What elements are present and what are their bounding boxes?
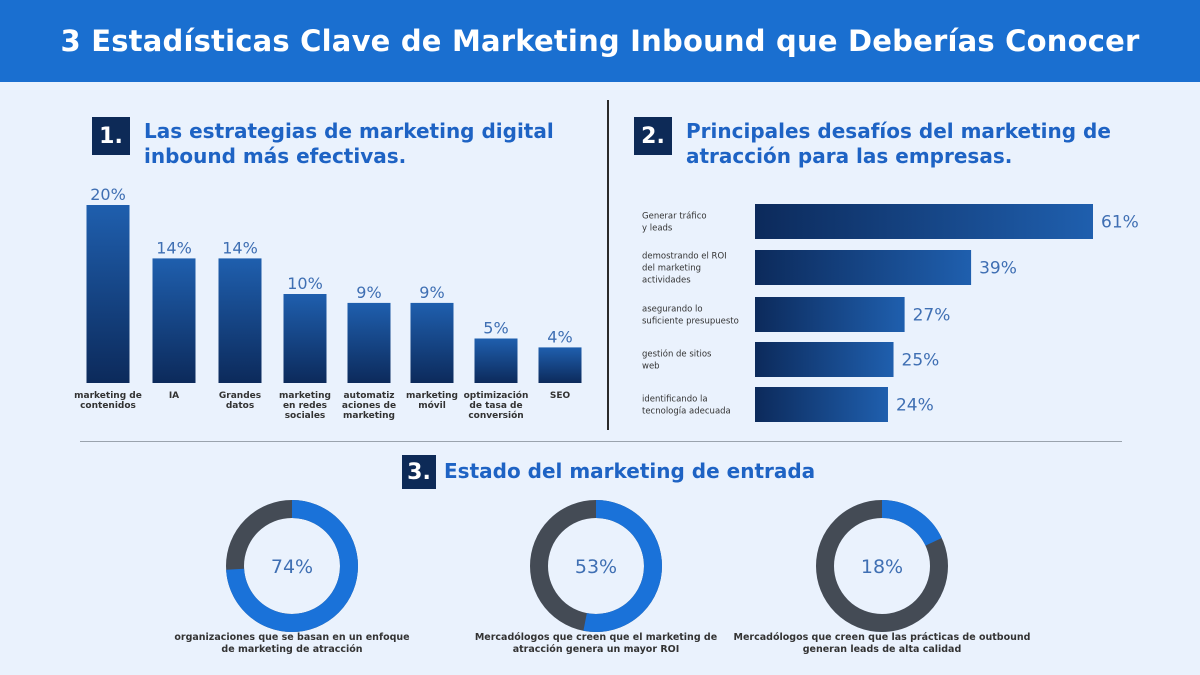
bar (218, 258, 262, 383)
section-1-title-line2: inbound más efectivas. (144, 144, 407, 168)
category-label: asegurando lo (642, 305, 703, 315)
bar-value-label: 5% (483, 319, 508, 338)
section-1-number: 1. (92, 117, 130, 155)
bar-value-label: 4% (547, 327, 572, 346)
bar-value-label: 24% (896, 396, 934, 416)
category-label: tecnología adecuada (642, 407, 731, 417)
bar (755, 387, 888, 422)
bar-value-label: 39% (979, 259, 1017, 279)
category-label: suficiente presupuesto (642, 317, 739, 327)
bar-value-label: 14% (222, 238, 258, 257)
category-label: marketing (343, 411, 395, 421)
section-3-heading: 3. Estado del marketing de entrada (402, 455, 815, 489)
donut-value-arc (226, 500, 358, 632)
category-label: y leads (642, 224, 673, 234)
bar-value-label: 9% (356, 283, 381, 302)
bar-value-label: 14% (156, 238, 192, 257)
donut-chart: 74% (226, 500, 358, 632)
category-label: datos (226, 401, 254, 411)
bar (755, 297, 905, 332)
section-3-title: Estado del marketing de entrada (444, 459, 816, 483)
section-2-title-line1: Principales desafíos del marketing de (686, 119, 1111, 143)
bar-value-label: 25% (902, 351, 940, 371)
donut-caption: organizaciones que se basan en un enfoqu… (142, 632, 442, 656)
bar-value-label: 10% (287, 274, 323, 293)
donut-caption: Mercadólogos que creen que el marketing … (446, 632, 746, 656)
donut-value-label: 18% (861, 556, 903, 578)
category-label: de tasa de (469, 401, 522, 411)
bar (474, 338, 518, 383)
challenges-bar-chart: 61% Generar tráfico y leads 39% demostrando … (642, 204, 1139, 422)
section-1-title-line1: Las estrategias de marketing digital (144, 119, 554, 143)
donut-value-arc (530, 500, 662, 632)
section-2-title-line2: atracción para las empresas. (686, 144, 1013, 168)
bar (755, 204, 1093, 239)
category-label: Generar tráfico (642, 212, 707, 222)
donut-value-label: 74% (271, 556, 313, 578)
category-label: IA (169, 391, 179, 401)
category-label: identificando la (642, 395, 708, 405)
section-1-heading: 1. Las estrategias de marketing digital … (92, 117, 554, 169)
donut-chart: 53% (530, 500, 662, 632)
category-label: del marketing (642, 264, 701, 274)
category-label: automatiz (343, 391, 394, 401)
category-label: marketing de (74, 391, 142, 401)
category-label: demostrando el ROI (642, 252, 727, 262)
bar (538, 347, 582, 383)
category-label: Grandes (219, 391, 261, 401)
section-2-title: Principales desafíos del marketing de at… (686, 119, 1111, 169)
donut-caption-line: de marketing de atracción (221, 644, 363, 655)
donut-caption-line: atracción genera un mayor ROI (512, 644, 680, 655)
section-2-number: 2. (634, 117, 672, 155)
bar (283, 294, 327, 383)
bar (86, 205, 130, 383)
bar (410, 302, 454, 383)
bar-value-label: 27% (913, 306, 951, 326)
category-label: sociales (285, 411, 326, 421)
bar-value-label: 20% (90, 185, 126, 204)
category-label: aciones de (342, 401, 396, 411)
category-label: conversión (468, 410, 523, 421)
category-label: web (642, 362, 660, 372)
vertical-divider (607, 100, 609, 430)
category-label: gestión de sitios (642, 349, 712, 360)
donut-value-arc (816, 500, 948, 632)
category-label: marketing (406, 391, 458, 401)
category-label: móvil (418, 400, 446, 411)
donut-caption-line: organizaciones que se basan en un enfoqu… (174, 632, 410, 643)
horizontal-divider (80, 441, 1122, 442)
category-label: en redes (283, 401, 327, 411)
category-label: marketing (279, 391, 331, 401)
bar (755, 250, 972, 285)
bar (347, 302, 391, 383)
donut-value-label: 53% (575, 556, 617, 578)
category-label: SEO (550, 391, 571, 401)
header-banner: 3 Estadísticas Clave de Marketing Inboun… (0, 0, 1200, 82)
bar (755, 342, 894, 377)
category-label: optimización (464, 390, 529, 401)
section-2-heading: 2. Principales desafíos del marketing de… (634, 117, 1111, 169)
donut-caption-line: Mercadólogos que creen que las prácticas… (733, 632, 1031, 643)
donut-caption-line: Mercadólogos que creen que el marketing … (474, 632, 718, 643)
section-1-title: Las estrategias de marketing digital inb… (144, 119, 554, 169)
category-label: actividades (642, 276, 691, 286)
donut-caption: Mercadólogos que creen que las prácticas… (732, 632, 1032, 656)
donut-caption-line: generan leads de alta calidad (802, 644, 962, 655)
bar-value-label: 61% (1101, 213, 1139, 233)
bar (152, 258, 196, 383)
section-3-number: 3. (402, 455, 436, 489)
bar-value-label: 9% (419, 283, 444, 302)
page-title: 3 Estadísticas Clave de Marketing Inboun… (60, 24, 1140, 58)
category-label: contenidos (80, 401, 136, 411)
donut-chart: 18% (816, 500, 948, 632)
